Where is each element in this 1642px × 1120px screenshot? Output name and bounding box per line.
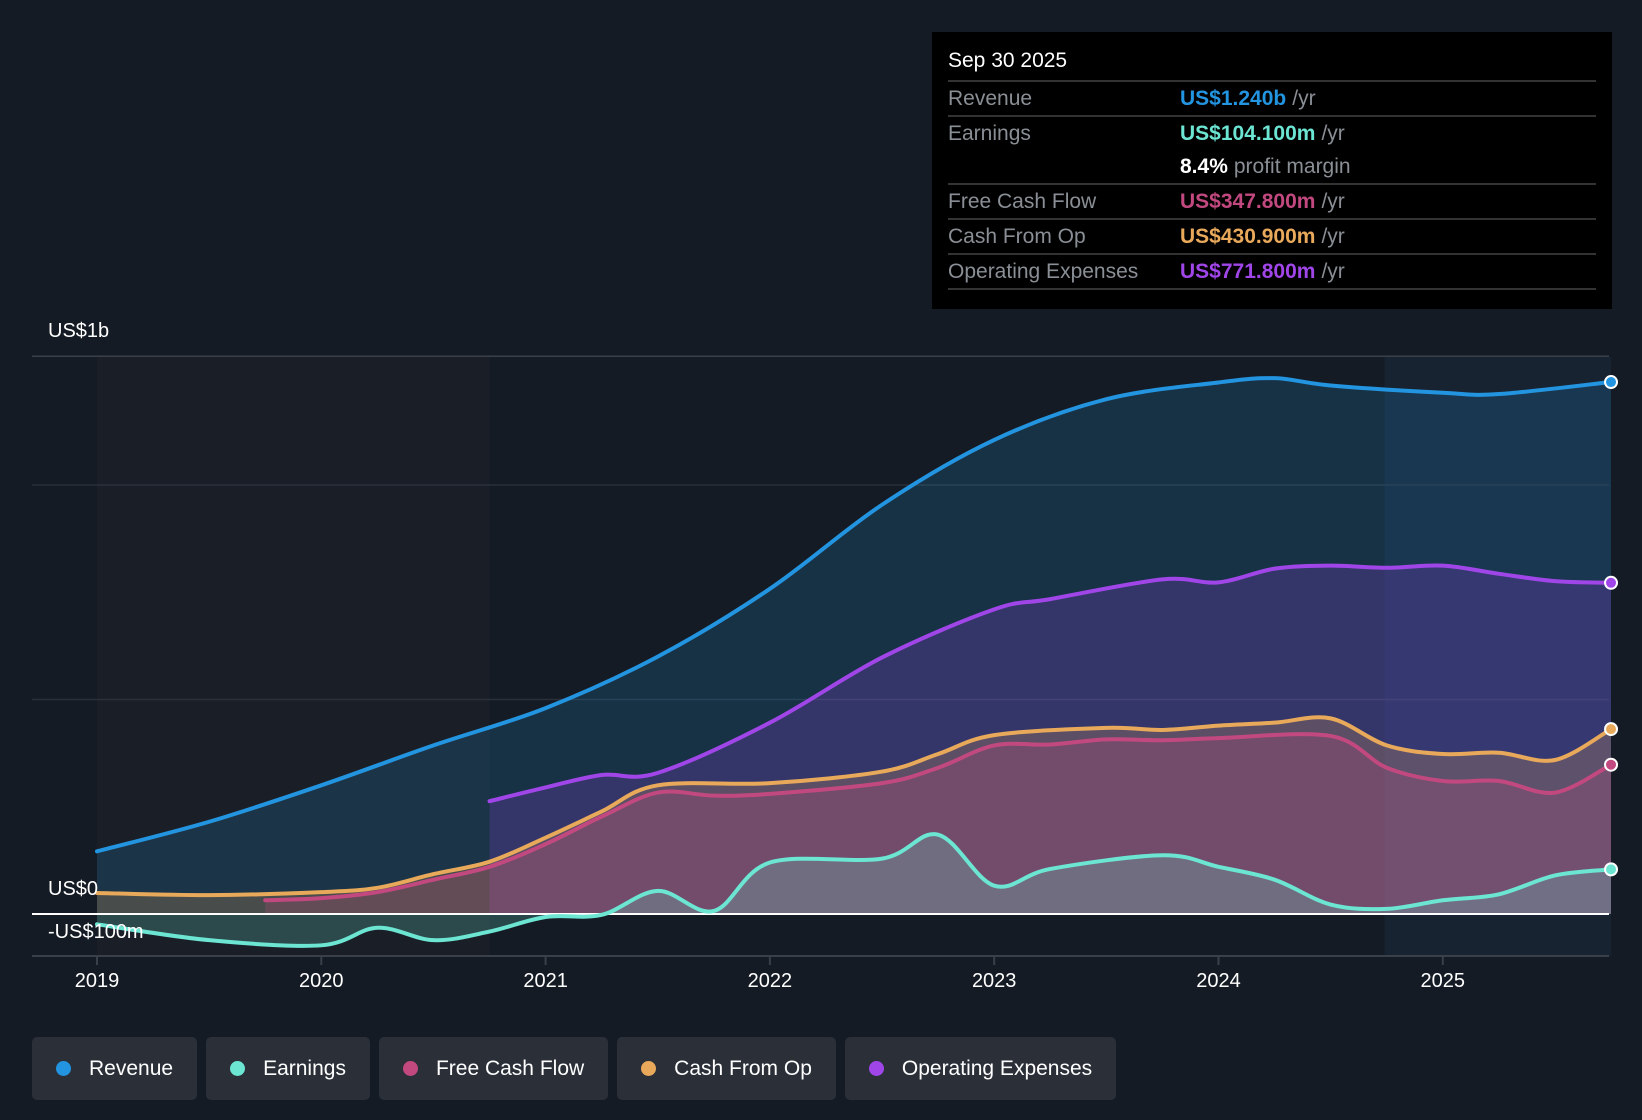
tooltip-value: US$430.900m (1180, 225, 1316, 248)
line-revenue (95, 376, 1614, 854)
tooltip-unit: profit margin (1233, 155, 1351, 178)
tooltip-row: 8.4% profit margin (948, 150, 1596, 185)
legend-dot-icon (641, 1061, 657, 1076)
endpoint-revenue (1604, 375, 1619, 390)
area-cash-from-op (97, 717, 1612, 914)
legend-label: Cash From Op (674, 1056, 812, 1080)
tooltip-unit: /yr (1321, 260, 1345, 283)
tooltip-label: Free Cash Flow (948, 190, 1097, 213)
area-earnings (97, 834, 1612, 946)
x-tick-label: 2025 (1420, 970, 1466, 992)
legend-item-revenue[interactable]: Revenue (32, 1037, 198, 1100)
endpoint-cash-from-op (1604, 722, 1619, 737)
tooltip-value: US$347.800m (1180, 190, 1316, 213)
line-cash-from-op (95, 715, 1614, 898)
endpoint-free-cash-flow (1604, 757, 1619, 772)
legend-dot-icon (402, 1061, 418, 1076)
legend-item-free-cash-flow[interactable]: Free Cash Flow (378, 1037, 609, 1100)
legend-label: Free Cash Flow (435, 1056, 585, 1080)
x-tick-label: 2020 (299, 970, 344, 992)
tooltip-value: US$1.240b (1180, 87, 1287, 110)
y-label-bottom: -US$100m (48, 921, 144, 943)
legend-dot-icon (56, 1061, 71, 1076)
area-operating-expenses (489, 565, 1612, 914)
endpoint-earnings (1604, 862, 1619, 877)
tooltip-unit: /yr (1321, 190, 1345, 213)
x-tick-label: 2019 (74, 970, 120, 992)
tooltip-unit: /yr (1292, 87, 1316, 110)
tooltip-row: Free Cash Flow US$347.800m/yr (948, 185, 1596, 220)
tooltip-label: Operating Expenses (948, 260, 1139, 283)
legend-label: Revenue (89, 1056, 174, 1080)
tooltip-unit: /yr (1321, 225, 1345, 248)
tooltip-row: Operating Expenses US$771.800m/yr (948, 255, 1596, 290)
line-free-cash-flow (263, 732, 1614, 903)
x-tick-label: 2021 (523, 970, 568, 992)
x-tick-label: 2023 (971, 970, 1017, 992)
area-revenue (97, 378, 1612, 914)
tooltip: Sep 30 2025 Revenue US$1.240b/yr Earnings U… (932, 32, 1612, 309)
line-operating-expenses (487, 563, 1614, 804)
tooltip-row: Earnings US$104.100m/yr (948, 117, 1596, 150)
recent-region (1384, 357, 1612, 956)
tooltip-label: Earnings (948, 122, 1031, 145)
y-label-zero: US$0 (48, 878, 99, 900)
legend-dot-icon (230, 1061, 246, 1076)
past-region (97, 357, 490, 956)
tooltip-value: US$771.800m (1180, 260, 1316, 283)
tooltip-label (948, 150, 1180, 183)
y-label-top: US$1b (48, 320, 110, 342)
legend-label: Operating Expenses (901, 1056, 1093, 1080)
line-earnings (95, 832, 1614, 948)
tooltip-date: Sep 30 2025 (948, 46, 1596, 82)
tooltip-label: Cash From Op (948, 225, 1086, 248)
endpoint-operating-expenses (1604, 575, 1619, 590)
legend-item-earnings[interactable]: Earnings (206, 1037, 370, 1100)
x-tick-label: 2022 (747, 970, 793, 992)
tooltip-value: US$104.100m (1180, 122, 1316, 145)
tooltip-value: 8.4% (1180, 155, 1228, 178)
legend-dot-icon (868, 1061, 884, 1076)
tooltip-label: Revenue (948, 87, 1033, 110)
legend-item-cash-from-op[interactable]: Cash From Op (617, 1037, 836, 1100)
area-free-cash-flow (265, 734, 1612, 914)
tooltip-unit: /yr (1321, 122, 1345, 145)
legend: Revenue Earnings Free Cash Flow Cash From O… (32, 1037, 1117, 1100)
tooltip-row: Revenue US$1.240b/yr (948, 82, 1596, 117)
legend-label: Earnings (263, 1056, 346, 1080)
x-tick-label: 2024 (1196, 970, 1241, 992)
tooltip-row: Cash From Op US$430.900m/yr (948, 220, 1596, 255)
legend-item-operating-expenses[interactable]: Operating Expenses (844, 1037, 1117, 1100)
